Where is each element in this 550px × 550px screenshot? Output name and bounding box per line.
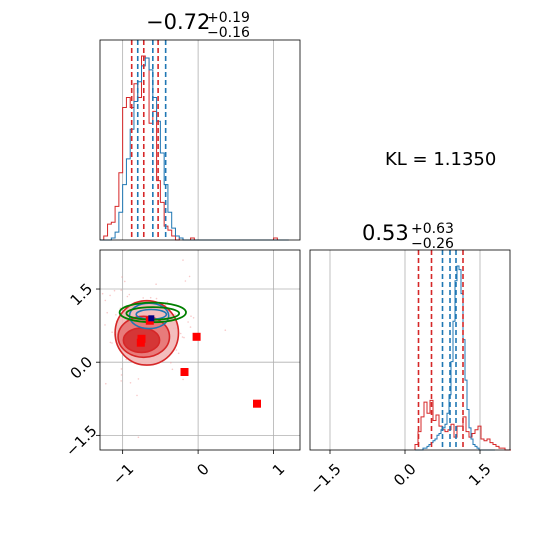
bottom-left-plot-area	[43, 259, 261, 439]
sample-point	[183, 336, 185, 339]
bottom-left-scatter-panel: −1 0 1 −1.5 0.0 1.5	[43, 249, 301, 488]
bottom-right-title: 0.53 +0.63 −0.26	[362, 214, 461, 252]
sample-point	[85, 337, 87, 339]
top-left-grid	[122, 40, 274, 240]
sample-point	[177, 352, 180, 355]
sample-point	[174, 313, 176, 316]
sample-point	[182, 378, 184, 381]
sample-point	[175, 349, 178, 351]
sample-point	[149, 296, 152, 299]
bottom-right-frame	[309, 249, 511, 451]
x-tick-label: 1	[269, 460, 288, 479]
bottom-left-grid	[100, 250, 300, 450]
sample-point	[224, 329, 227, 332]
top-left-frame	[99, 39, 301, 241]
red-square-marker	[136, 338, 145, 347]
bottom-right-x-ticks: −1.5 0.0 1.5	[306, 450, 495, 499]
red-histogram-series	[414, 399, 511, 451]
sample-point	[182, 259, 184, 261]
sample-point	[106, 311, 108, 314]
red-square-marker	[180, 368, 189, 376]
top-left-title-sup: +0.19	[207, 10, 250, 26]
bottom-right-quantile-lines	[417, 250, 464, 450]
bottom-right-histogram-panel: −1.5 0.0 1.5 0.53 +0.63 −0.26	[306, 214, 511, 499]
sample-point	[166, 301, 169, 303]
sample-point	[121, 276, 123, 278]
x-tick-label: 0	[193, 460, 212, 479]
bottom-right-title-sup: +0.63	[411, 221, 454, 237]
bottom-right-title-sub: −0.26	[411, 236, 454, 252]
top-left-title-main: −0.72	[146, 10, 210, 34]
top-left-title-sub: −0.16	[207, 25, 250, 41]
sample-point	[113, 289, 116, 292]
x-tick-label: −1.5	[306, 460, 344, 498]
top-left-histogram-series	[100, 55, 289, 241]
kl-divergence-text: KL = 1.1350	[385, 149, 496, 170]
sample-point	[128, 293, 131, 296]
sample-point	[179, 332, 182, 335]
sample-point	[98, 327, 100, 329]
sample-point	[105, 382, 107, 385]
y-tick-label: 0.0	[67, 353, 97, 383]
bottom-left-frame	[99, 249, 301, 451]
top-left-title: −0.72 +0.19 −0.16	[146, 3, 257, 41]
sample-point	[43, 299, 45, 301]
sample-point	[184, 280, 187, 282]
blue-histogram-series	[100, 57, 289, 241]
sample-point	[111, 342, 113, 344]
bottom-left-y-ticks: −1.5 0.0 1.5	[62, 280, 100, 460]
bottom-right-title-main: 0.53	[362, 221, 409, 245]
dark-square-marker	[148, 315, 155, 322]
sample-point	[104, 324, 106, 326]
sample-point	[187, 321, 189, 323]
bottom-right-grid	[329, 250, 481, 450]
sample-point	[101, 292, 104, 295]
sample-point	[125, 358, 127, 361]
sample-point	[164, 304, 167, 306]
sample-point	[120, 374, 123, 376]
sample-point	[121, 309, 123, 312]
sample-point	[137, 436, 140, 439]
x-tick-label: −1	[109, 460, 137, 488]
sample-point	[188, 275, 191, 278]
top-left-histogram-panel: −0.72 +0.19 −0.16	[99, 3, 301, 241]
sample-point	[124, 280, 126, 283]
bottom-left-x-ticks: −1 0 1	[109, 450, 288, 488]
sample-point	[109, 294, 111, 297]
sample-point	[93, 325, 95, 327]
sample-point	[142, 297, 144, 299]
sample-point	[95, 313, 97, 315]
x-tick-label: 0.0	[390, 460, 420, 490]
sample-point	[181, 336, 184, 338]
sample-point	[94, 343, 96, 345]
x-tick-label: 1.5	[465, 460, 495, 490]
y-tick-label: 1.5	[67, 280, 97, 310]
sample-point	[126, 295, 129, 298]
sample-point	[155, 283, 157, 286]
red-square-marker	[192, 332, 201, 341]
sample-point	[170, 361, 172, 364]
sample-point	[136, 394, 138, 397]
sample-point	[120, 380, 122, 382]
sample-point	[189, 326, 192, 328]
sample-point	[120, 289, 122, 291]
top-left-quantile-lines	[130, 40, 167, 240]
sample-point	[111, 331, 113, 334]
sample-point	[115, 314, 117, 316]
sample-point	[109, 341, 112, 344]
sample-point	[192, 317, 195, 319]
sample-point	[129, 382, 132, 384]
blue-histogram-series	[415, 265, 495, 451]
sample-point	[171, 368, 174, 371]
red-square-marker	[253, 399, 261, 408]
red-square-markers	[136, 315, 261, 408]
sample-point	[155, 297, 158, 300]
sample-point	[190, 315, 192, 318]
sample-point	[104, 299, 107, 302]
sample-point	[120, 368, 123, 370]
sample-point	[137, 378, 140, 380]
y-tick-label: −1.5	[62, 422, 100, 460]
red-histogram-series	[100, 55, 289, 241]
